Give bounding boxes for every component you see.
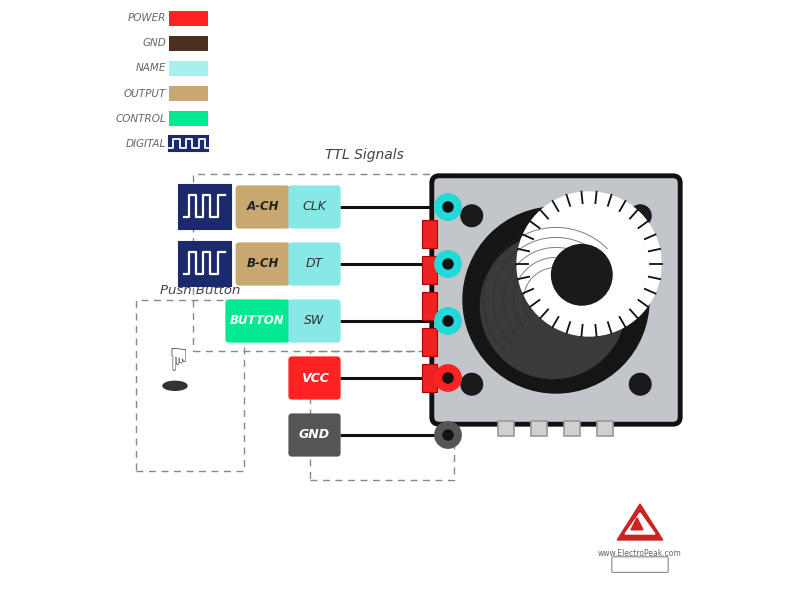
- FancyBboxPatch shape: [422, 220, 437, 248]
- Circle shape: [461, 373, 482, 395]
- FancyBboxPatch shape: [531, 421, 547, 436]
- Text: www.ElectroPeak.com: www.ElectroPeak.com: [598, 549, 682, 558]
- Circle shape: [551, 245, 612, 305]
- Text: ⚡: ⚡: [506, 414, 519, 432]
- Circle shape: [435, 365, 462, 391]
- Circle shape: [435, 422, 462, 448]
- Ellipse shape: [163, 382, 187, 390]
- Text: DT: DT: [306, 257, 323, 271]
- Circle shape: [443, 373, 453, 383]
- FancyBboxPatch shape: [565, 421, 580, 436]
- FancyBboxPatch shape: [235, 242, 290, 286]
- Circle shape: [517, 192, 661, 336]
- Circle shape: [481, 233, 626, 379]
- Text: DIGITAL: DIGITAL: [126, 139, 166, 149]
- FancyBboxPatch shape: [422, 364, 437, 392]
- Polygon shape: [618, 504, 663, 540]
- FancyBboxPatch shape: [422, 292, 437, 320]
- FancyBboxPatch shape: [598, 421, 613, 436]
- FancyBboxPatch shape: [432, 176, 680, 424]
- Text: CONTROL: CONTROL: [115, 114, 166, 124]
- Circle shape: [443, 259, 453, 269]
- FancyBboxPatch shape: [178, 242, 231, 286]
- Text: ☝: ☝: [166, 340, 184, 368]
- FancyBboxPatch shape: [169, 61, 208, 76]
- Text: SW: SW: [304, 314, 325, 328]
- Circle shape: [435, 194, 462, 220]
- Circle shape: [435, 308, 462, 334]
- FancyBboxPatch shape: [288, 413, 341, 457]
- Text: CLK: CLK: [302, 200, 326, 214]
- Circle shape: [630, 373, 651, 395]
- Text: VCC: VCC: [301, 371, 329, 385]
- Text: NAME: NAME: [136, 64, 166, 73]
- Circle shape: [443, 430, 453, 440]
- Polygon shape: [631, 518, 643, 530]
- Text: GND: GND: [299, 428, 330, 442]
- Polygon shape: [625, 513, 655, 534]
- FancyBboxPatch shape: [288, 185, 341, 229]
- FancyBboxPatch shape: [612, 557, 668, 572]
- Text: cc  BY  SA: cc BY SA: [618, 561, 662, 567]
- Circle shape: [461, 205, 482, 227]
- FancyBboxPatch shape: [169, 86, 208, 101]
- Circle shape: [435, 251, 462, 277]
- FancyBboxPatch shape: [169, 36, 208, 51]
- Circle shape: [443, 202, 453, 212]
- Text: OUTPUT: OUTPUT: [124, 89, 166, 98]
- Text: GND: GND: [142, 38, 166, 48]
- FancyBboxPatch shape: [288, 299, 341, 343]
- Text: B-CH: B-CH: [246, 257, 278, 271]
- Text: TTL Signals: TTL Signals: [325, 148, 403, 162]
- FancyBboxPatch shape: [169, 10, 208, 25]
- Text: Push Button: Push Button: [160, 284, 240, 297]
- FancyBboxPatch shape: [422, 328, 437, 356]
- FancyBboxPatch shape: [169, 136, 208, 151]
- FancyBboxPatch shape: [235, 185, 290, 229]
- FancyBboxPatch shape: [422, 256, 437, 284]
- Circle shape: [463, 207, 649, 393]
- FancyBboxPatch shape: [178, 185, 231, 229]
- FancyBboxPatch shape: [498, 421, 514, 436]
- Text: 5v Operation
Power: 5v Operation Power: [472, 368, 554, 400]
- Text: A-CH: A-CH: [246, 200, 279, 214]
- FancyBboxPatch shape: [288, 242, 341, 286]
- Text: POWER: POWER: [128, 13, 166, 23]
- FancyBboxPatch shape: [169, 112, 208, 127]
- Circle shape: [630, 205, 651, 227]
- FancyBboxPatch shape: [288, 356, 341, 400]
- Circle shape: [443, 316, 453, 326]
- Text: BUTTON: BUTTON: [230, 314, 285, 328]
- FancyBboxPatch shape: [226, 299, 290, 343]
